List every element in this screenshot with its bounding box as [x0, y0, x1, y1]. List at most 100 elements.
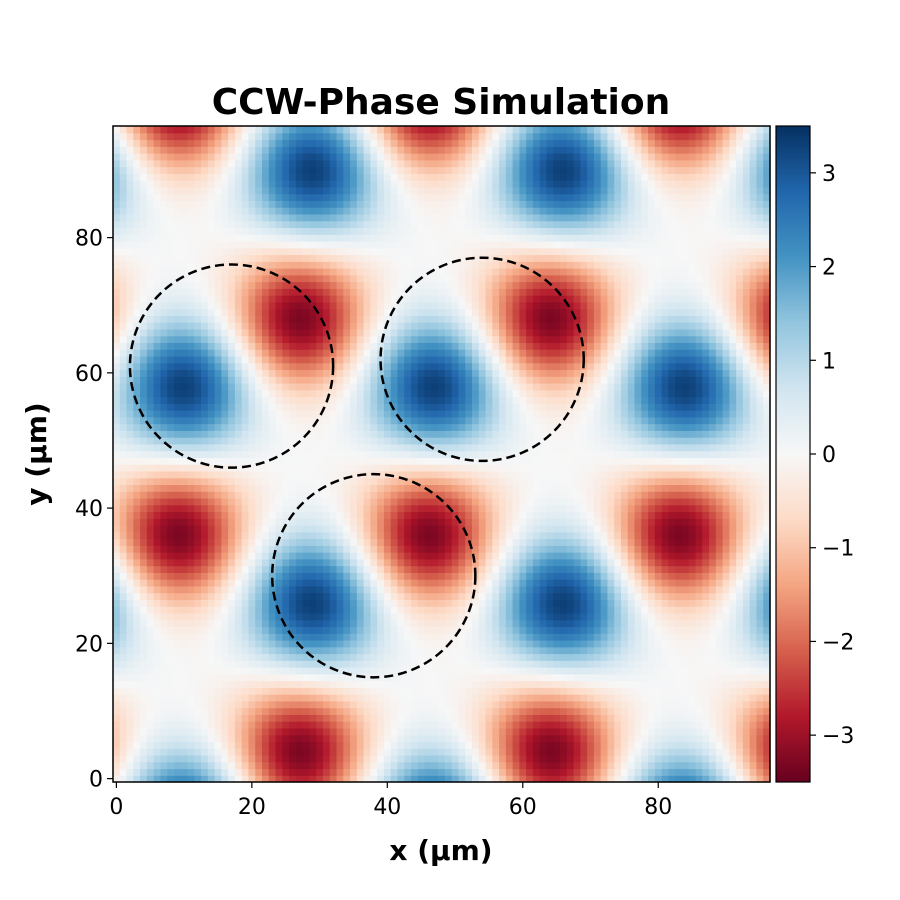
heatmap-cell [228, 585, 236, 594]
heatmap-cell [146, 660, 155, 668]
heatmap-cell [397, 477, 405, 486]
heatmap-cell [587, 748, 595, 756]
heatmap-cell [268, 443, 277, 452]
heatmap-cell [756, 734, 764, 743]
heatmap-cell [742, 721, 751, 729]
heatmap-cell [756, 558, 764, 567]
heatmap-cell [532, 633, 541, 641]
heatmap-cell [309, 592, 317, 600]
heatmap-cell [499, 545, 507, 553]
heatmap-cell [255, 646, 263, 655]
heatmap-cell [566, 491, 575, 499]
heatmap-cell [390, 491, 399, 499]
heatmap-cell [566, 619, 575, 628]
heatmap-cell [553, 754, 561, 763]
heatmap-cell [749, 525, 758, 533]
heatmap-cell [113, 470, 121, 479]
heatmap-cell [140, 619, 148, 628]
heatmap-cell [356, 687, 365, 695]
heatmap-cell [614, 579, 622, 587]
heatmap-cell [519, 714, 527, 722]
heatmap-cell [620, 748, 629, 756]
heatmap-cell [370, 430, 378, 438]
heatmap-cell [255, 687, 263, 695]
heatmap-cell [248, 457, 256, 465]
heatmap-cell [492, 626, 500, 634]
heatmap-cell [201, 450, 209, 458]
heatmap-cell [309, 558, 317, 567]
heatmap-cell [146, 585, 155, 594]
heatmap-cell [289, 653, 297, 661]
heatmap-cell [729, 606, 737, 614]
heatmap-cell [607, 464, 615, 472]
heatmap-cell [600, 531, 609, 540]
heatmap-cell [282, 552, 290, 560]
heatmap-cell [593, 592, 602, 600]
heatmap-cell [661, 592, 669, 600]
heatmap-cell [756, 606, 764, 614]
heatmap-cell [458, 741, 466, 749]
heatmap-cell [404, 619, 412, 628]
heatmap-cell [444, 660, 453, 668]
heatmap-cell [302, 700, 311, 709]
heatmap-cell [756, 761, 764, 770]
heatmap-cell [241, 700, 250, 709]
heatmap-cell [715, 437, 724, 445]
heatmap-cell [736, 768, 744, 776]
heatmap-cell [573, 754, 581, 763]
heatmap-cell [282, 687, 290, 695]
heatmap-cell [167, 531, 175, 540]
heatmap-cell [539, 653, 548, 661]
heatmap-cell [350, 660, 358, 668]
heatmap-cell [593, 775, 602, 783]
heatmap-cell [194, 680, 202, 688]
heatmap-cell [614, 545, 622, 553]
heatmap-cell [614, 565, 622, 573]
heatmap-cell [627, 457, 636, 465]
heatmap-cell [282, 511, 290, 519]
heatmap-cell [309, 673, 317, 682]
heatmap-cell [221, 579, 229, 587]
heatmap-cell [167, 606, 175, 614]
heatmap-cell [356, 721, 365, 729]
heatmap-cell [140, 646, 148, 655]
heatmap-cell [140, 707, 148, 715]
heatmap-cell [587, 450, 595, 458]
heatmap-cell [661, 673, 669, 682]
heatmap-cell [390, 741, 399, 749]
heatmap-cell [397, 572, 405, 580]
heatmap-cell [383, 592, 392, 600]
heatmap-cell [295, 491, 304, 499]
heatmap-cell [444, 437, 453, 445]
heatmap-cell [214, 680, 222, 688]
heatmap-cell [702, 612, 710, 621]
heatmap-cell [607, 761, 615, 770]
heatmap-cell [289, 579, 297, 587]
heatmap-cell [688, 721, 697, 729]
heatmap-cell [417, 450, 426, 458]
heatmap-cell [600, 714, 609, 722]
heatmap-cell [234, 538, 243, 546]
heatmap-cell [221, 457, 229, 465]
heatmap-cell [715, 639, 724, 648]
heatmap-cell [397, 633, 405, 641]
heatmap-cell [566, 660, 575, 668]
heatmap-cell [268, 511, 277, 519]
heatmap-cell [390, 464, 399, 472]
heatmap-cell [262, 734, 270, 743]
heatmap-cell [370, 775, 378, 783]
heatmap-cell [322, 748, 331, 756]
heatmap-cell [573, 633, 581, 641]
heatmap-cell [580, 464, 588, 472]
heatmap-cell [424, 660, 432, 668]
heatmap-cell [675, 477, 683, 486]
heatmap-cell [241, 504, 250, 513]
heatmap-cell [478, 775, 487, 783]
heatmap-cell [173, 545, 182, 553]
heatmap-cell [485, 700, 493, 709]
heatmap-cell [587, 457, 595, 465]
heatmap-cell [146, 552, 155, 560]
heatmap-cell [614, 518, 622, 526]
heatmap-cell [180, 585, 189, 594]
heatmap-cell [573, 606, 581, 614]
